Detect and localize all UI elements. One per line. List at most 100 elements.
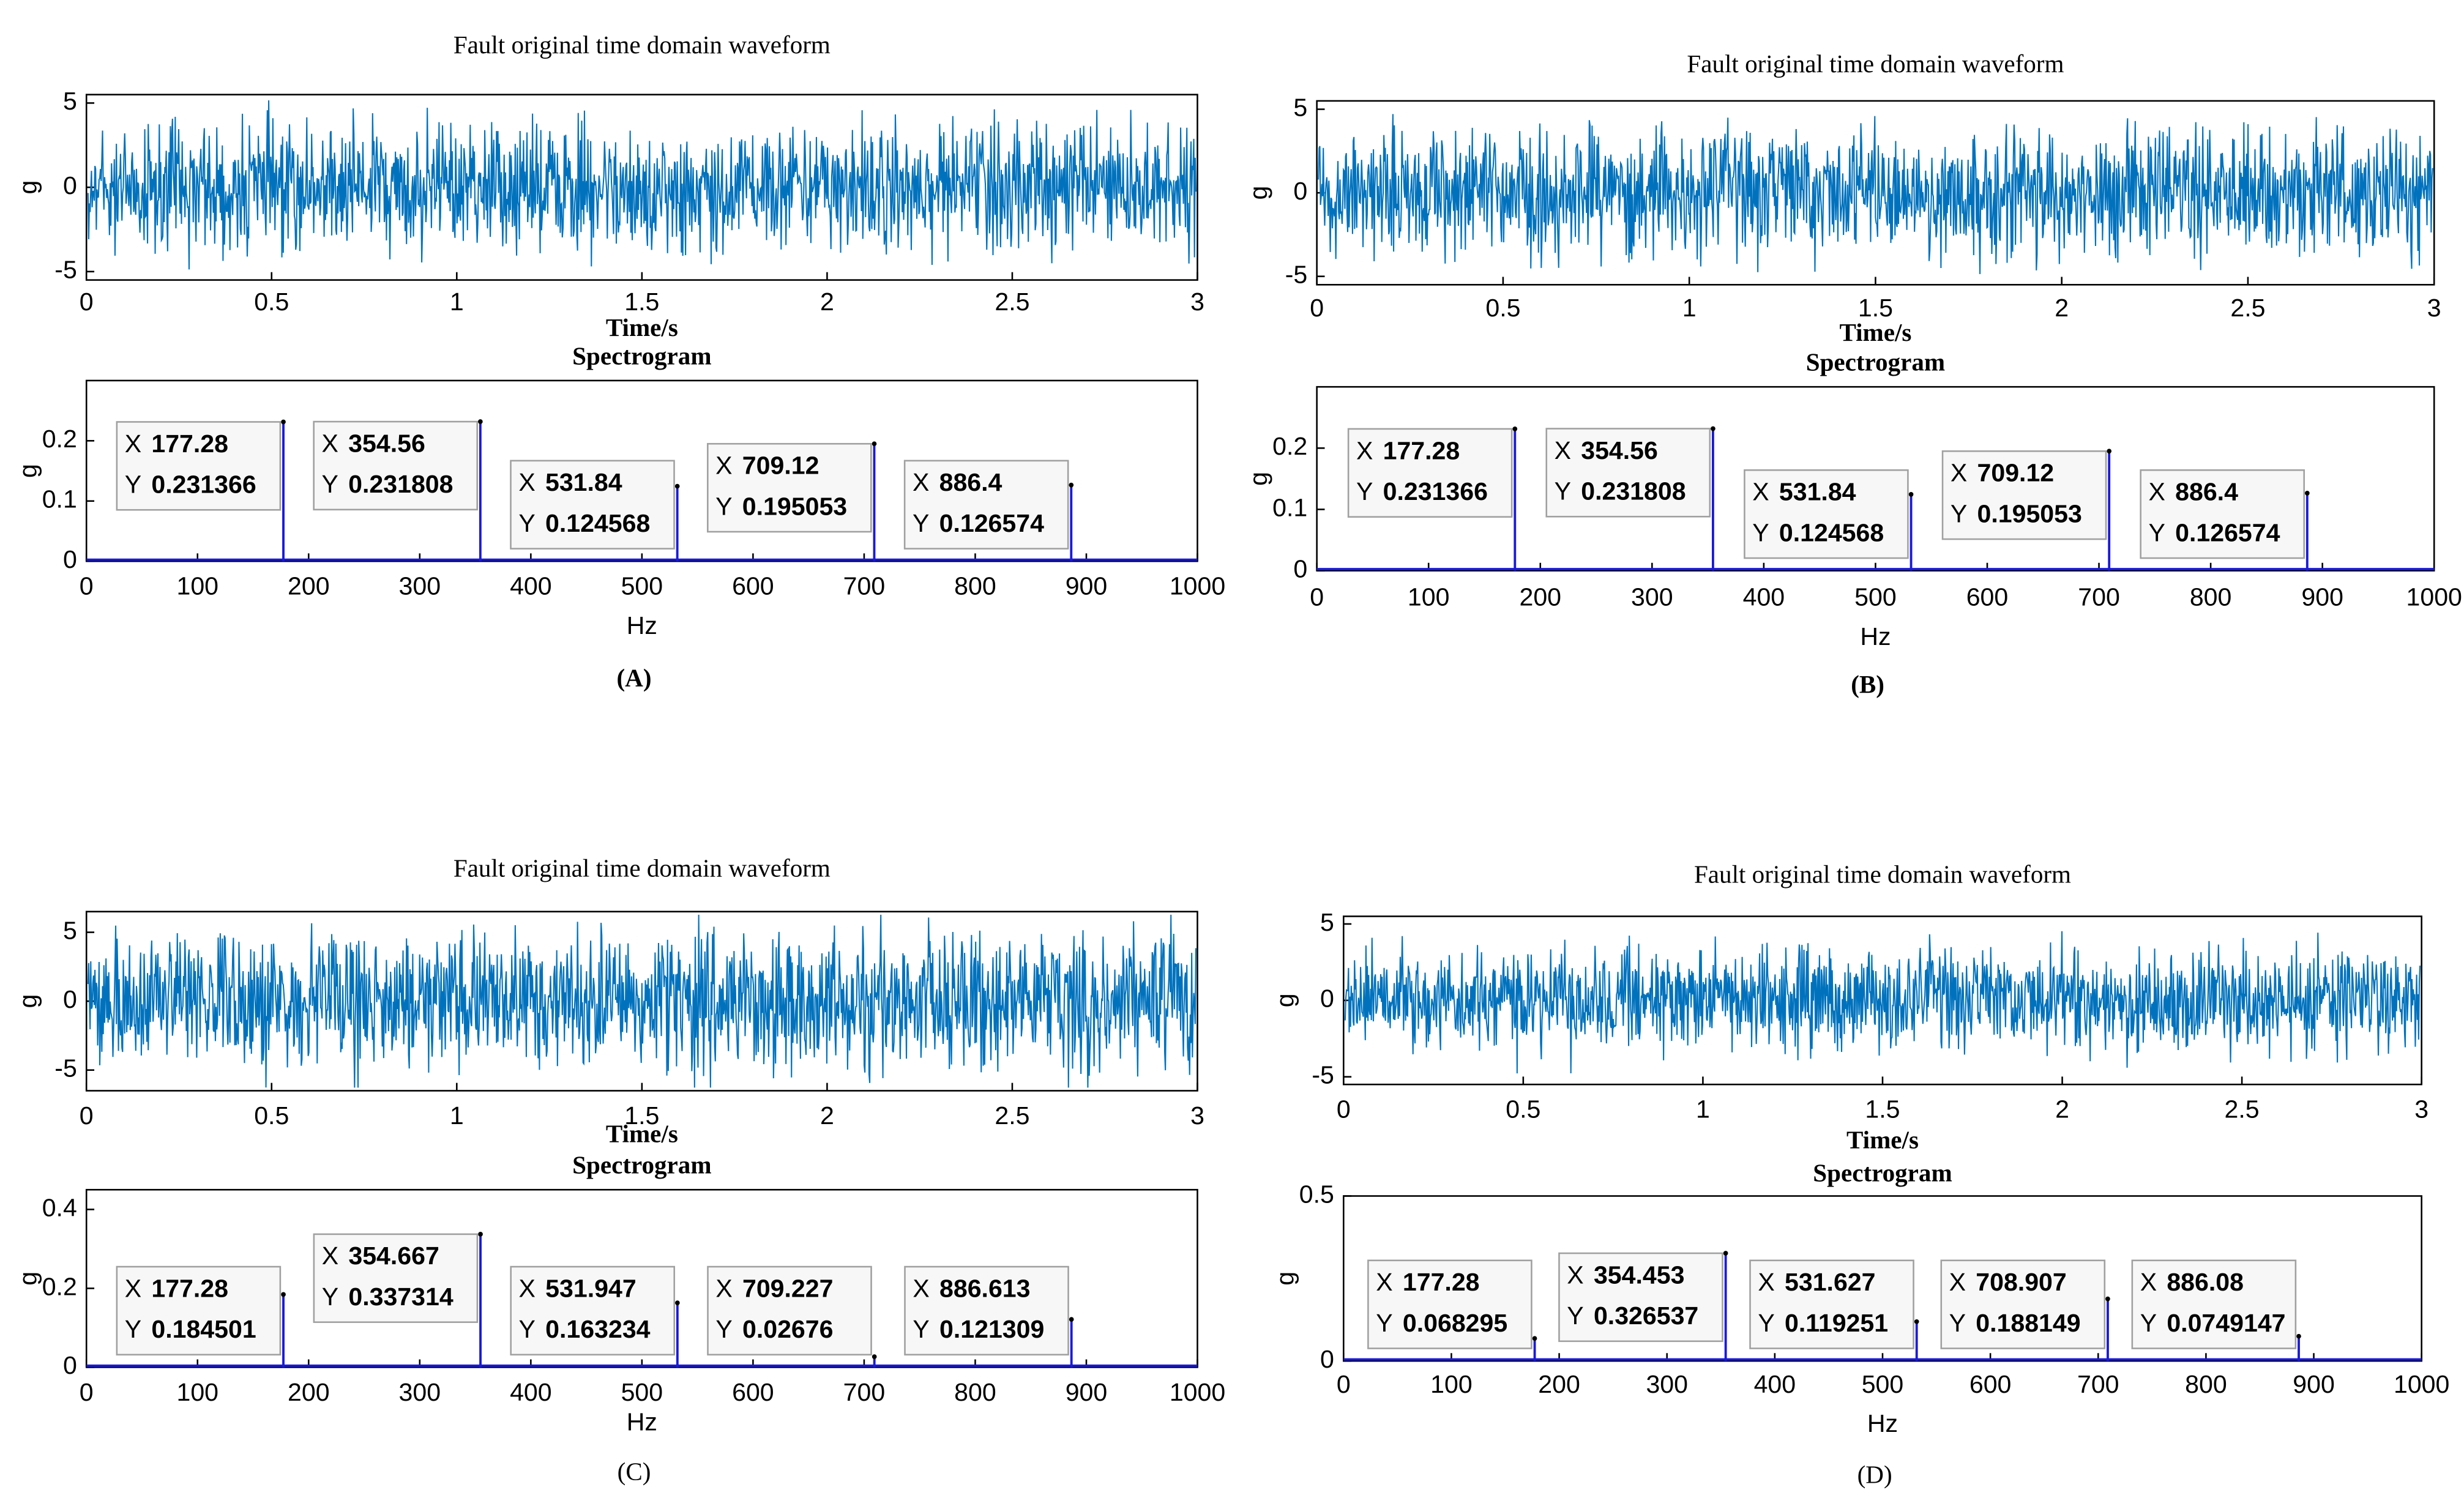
x-tick-label: 900 — [2293, 1370, 2335, 1398]
chart-title: Fault original time domain waveform — [454, 31, 831, 59]
datatip-y-value: 0.337314 — [348, 1283, 453, 1311]
datatip-box — [904, 1265, 1069, 1356]
x-tick-label: 0 — [80, 1101, 94, 1130]
panel-caption: (B) — [1851, 670, 1884, 698]
chart-title: Spectrogram — [1806, 348, 1945, 376]
peak-marker — [1532, 1336, 1537, 1341]
datatip-y-key: Y — [2149, 518, 2165, 546]
datatip-y-value: 0.126574 — [939, 509, 1044, 537]
x-tick-label: 400 — [1743, 583, 1785, 611]
waveform-texture — [1318, 114, 2433, 274]
datatip-x-value: 354.56 — [1581, 436, 1658, 464]
datatip-x-value: 177.28 — [151, 1274, 228, 1302]
datatip-y-value: 0.121309 — [939, 1315, 1044, 1343]
x-axis-label: Time/s — [1846, 1126, 1919, 1154]
datatip-box — [313, 1233, 479, 1323]
datatip-y-value: 0.195053 — [1977, 499, 2082, 527]
x-tick-label: 0 — [1310, 583, 1324, 611]
peak-marker — [2304, 490, 2310, 496]
datatip-x-key: X — [2149, 478, 2165, 506]
y-axis-label: g — [14, 994, 42, 1008]
y-tick-label: 0 — [1293, 177, 1307, 205]
y-tick-label: 5 — [63, 87, 77, 115]
datatip-box — [1749, 1259, 1914, 1349]
y-tick-label: 0 — [1320, 1345, 1334, 1373]
y-tick-label: 0.4 — [42, 1193, 77, 1221]
x-tick-label: 2 — [2055, 1095, 2069, 1123]
x-tick-label: 600 — [1969, 1370, 2012, 1398]
x-tick-label: 0 — [80, 572, 94, 600]
x-tick-label: 600 — [732, 1378, 774, 1406]
datatip-box — [510, 460, 675, 550]
y-tick-label: 0.5 — [1299, 1180, 1334, 1208]
peak-marker — [1069, 482, 1074, 488]
y-axis-label: g — [14, 181, 42, 195]
peak-marker — [675, 1300, 680, 1305]
peak-marker — [1711, 426, 1715, 431]
x-tick-label: 300 — [1631, 583, 1673, 611]
x-axis-label: Hz — [627, 1408, 657, 1436]
x-tick-label: 1 — [1696, 1095, 1710, 1123]
x-tick-label: 600 — [1966, 583, 2009, 611]
datatip-y-key: Y — [125, 471, 141, 499]
datatip-x-key: X — [1949, 1268, 1966, 1296]
x-tick-label: 3 — [2427, 294, 2441, 322]
datatip-y-value: 0.068295 — [1403, 1309, 1507, 1337]
datatip-y-key: Y — [125, 1315, 141, 1343]
panel-caption: (D) — [1857, 1461, 1892, 1489]
x-tick-label: 600 — [732, 572, 774, 600]
datatip-x-value: 886.4 — [2175, 478, 2238, 506]
peak-marker — [1908, 492, 1914, 497]
datatip-y-value: 0.126574 — [2175, 518, 2280, 546]
datatip-x-key: X — [913, 1274, 929, 1302]
datatip-x-value: 886.4 — [939, 468, 1002, 496]
chart-title: Spectrogram — [1813, 1159, 1952, 1187]
x-tick-label: 300 — [1646, 1370, 1688, 1398]
y-axis-label: g — [1271, 1272, 1299, 1286]
peak-marker — [674, 483, 680, 489]
x-tick-label: 0.5 — [254, 1101, 289, 1130]
datatip-y-value: 0.195053 — [742, 492, 847, 520]
x-tick-label: 300 — [399, 1378, 441, 1406]
datatip-x-key: X — [1758, 1268, 1774, 1296]
x-tick-label: 1.5 — [1865, 1095, 1900, 1123]
y-tick-label: -5 — [54, 1054, 77, 1082]
datatip-x-key: X — [1951, 459, 1967, 487]
datatip-y-key: Y — [1567, 1302, 1583, 1330]
y-tick-label: 0.1 — [42, 485, 77, 513]
x-tick-label: 1.5 — [624, 1101, 659, 1130]
datatip-y-key: Y — [913, 1315, 929, 1343]
datatip-x-key: X — [322, 1242, 338, 1270]
datatip-y-key: Y — [1555, 477, 1571, 505]
y-tick-label: 0 — [63, 171, 77, 199]
datatip-box — [1558, 1252, 1723, 1343]
x-tick-label: 2.5 — [995, 1101, 1029, 1130]
datatip-x-key: X — [519, 1274, 536, 1302]
x-tick-label: 800 — [2190, 583, 2232, 611]
x-axis-label: Time/s — [1839, 318, 1911, 346]
y-tick-label: -5 — [1312, 1061, 1334, 1089]
datatip-x-value: 177.28 — [151, 430, 228, 458]
datatip-box — [2131, 1259, 2297, 1349]
peak-marker — [1723, 1251, 1728, 1256]
x-tick-label: 2 — [2055, 294, 2069, 322]
y-tick-label: -5 — [1285, 260, 1308, 288]
x-tick-label: 0 — [80, 288, 94, 316]
datatip-x-value: 531.84 — [1779, 478, 1856, 506]
datatip-box — [1941, 450, 2107, 540]
x-tick-label: 200 — [1538, 1370, 1580, 1398]
x-tick-label: 500 — [1862, 1370, 1904, 1398]
datatip-x-value: 886.08 — [2167, 1268, 2244, 1296]
x-tick-label: 100 — [176, 1378, 218, 1406]
peak-marker — [1512, 427, 1518, 431]
y-tick-label: 5 — [63, 916, 77, 944]
datatip-y-key: Y — [715, 1315, 732, 1343]
x-tick-label: 1.5 — [624, 288, 659, 316]
y-axis-label: g — [1244, 186, 1272, 200]
peak-marker — [1069, 1317, 1074, 1322]
x-tick-label: 100 — [1408, 583, 1450, 611]
x-tick-label: 900 — [1066, 1378, 1108, 1406]
datatip-box — [510, 1265, 676, 1356]
x-tick-label: 400 — [510, 1378, 552, 1406]
datatip-box — [1744, 469, 1909, 559]
